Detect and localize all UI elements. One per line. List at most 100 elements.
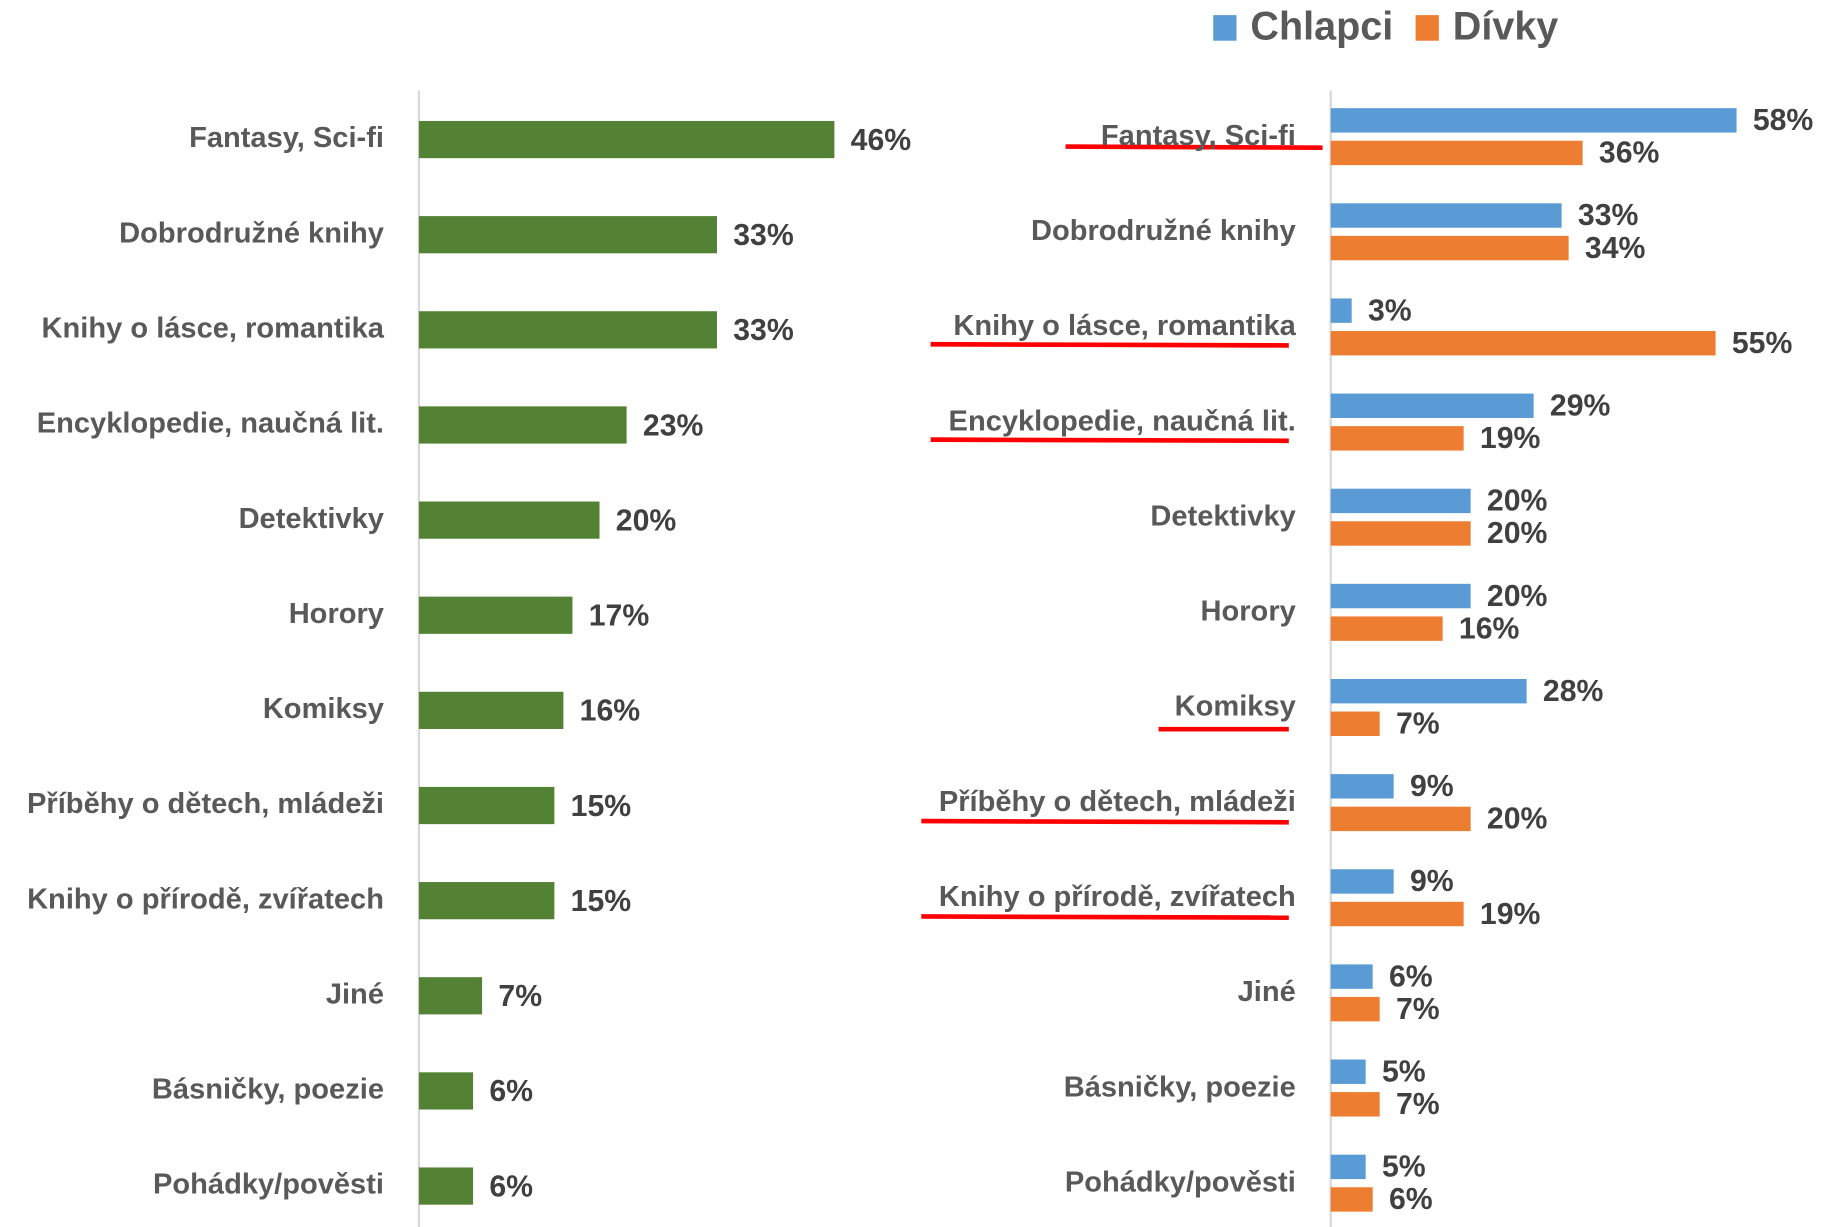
category-label: Horory	[289, 598, 384, 630]
data-label: 15%	[571, 885, 632, 918]
data-label: 28%	[1543, 675, 1604, 708]
category-label: Encyklopedie, naučná lit.	[949, 405, 1296, 437]
data-label: 46%	[851, 124, 912, 157]
bar	[1330, 869, 1394, 894]
data-label: 6%	[489, 1170, 533, 1203]
data-label: 36%	[1599, 137, 1660, 170]
bar	[418, 406, 627, 444]
bar	[418, 786, 555, 825]
data-label: 7%	[1396, 707, 1440, 740]
bar	[418, 882, 555, 920]
data-label: 7%	[1396, 1088, 1440, 1121]
category-label: Jiné	[326, 978, 384, 1010]
category-label: Příběhy o dětech, mládeži	[27, 788, 384, 820]
legend-label: Dívky	[1453, 5, 1559, 49]
data-label: 19%	[1480, 898, 1541, 931]
category-label: Básničky, poezie	[1064, 1071, 1296, 1103]
bar	[418, 1167, 474, 1205]
data-label: 33%	[1578, 199, 1639, 232]
data-label: 17%	[589, 600, 650, 633]
data-label: 9%	[1410, 770, 1454, 803]
bar	[418, 1072, 474, 1110]
data-label: 29%	[1550, 390, 1611, 423]
data-label: 34%	[1585, 232, 1646, 265]
category-label: Pohádky/pověsti	[1065, 1166, 1296, 1198]
category-label: Pohádky/pověsti	[153, 1169, 384, 1201]
bar	[1330, 996, 1380, 1022]
bar	[418, 311, 717, 349]
data-label: 20%	[1487, 485, 1548, 518]
data-label: 15%	[571, 790, 632, 823]
underline	[930, 437, 1289, 444]
bar	[418, 977, 483, 1015]
category-label: Detektivky	[1150, 500, 1295, 532]
bar	[1330, 140, 1583, 166]
bar	[1330, 901, 1464, 927]
bar	[418, 596, 573, 634]
bar	[1330, 678, 1527, 704]
data-label: 33%	[733, 314, 794, 347]
underline	[921, 818, 1289, 825]
bar	[1330, 393, 1534, 418]
data-label: 7%	[1396, 993, 1440, 1026]
category-label: Knihy o lásce, romantika	[42, 313, 385, 345]
bar	[1330, 488, 1471, 514]
bar	[418, 216, 717, 254]
data-label: 20%	[1487, 517, 1548, 550]
category-label: Dobrodružné knihy	[1031, 215, 1296, 247]
data-label: 23%	[643, 409, 704, 442]
bar	[1330, 235, 1569, 261]
bar	[1330, 426, 1464, 451]
data-label: 20%	[616, 504, 677, 537]
bar	[1330, 711, 1380, 736]
data-label: 19%	[1480, 422, 1541, 455]
legend-label: Chlapci	[1250, 5, 1393, 49]
legend-swatch	[1213, 15, 1237, 41]
category-label: Básničky, poezie	[152, 1074, 384, 1106]
category-label: Knihy o přírodě, zvířatech	[27, 883, 384, 915]
bar	[418, 501, 600, 539]
data-label: 6%	[1389, 1183, 1433, 1216]
category-label: Jiné	[1238, 976, 1296, 1008]
bar	[1330, 1187, 1373, 1212]
data-label: 6%	[489, 1075, 533, 1108]
category-label: Detektivky	[239, 503, 384, 535]
bar	[1330, 583, 1471, 609]
underline	[921, 914, 1289, 920]
bar	[1330, 521, 1471, 546]
category-label: Knihy o lásce, romantika	[953, 310, 1296, 342]
category-label: Dobrodružné knihy	[119, 217, 384, 249]
bar	[1330, 1092, 1380, 1117]
bar	[1330, 806, 1471, 832]
category-label: Encyklopedie, naučná lit.	[37, 408, 384, 440]
category-label: Knihy o přírodě, zvířatech	[939, 881, 1296, 913]
data-label: 3%	[1368, 294, 1412, 327]
bar	[1330, 964, 1373, 989]
data-label: 55%	[1732, 327, 1793, 360]
data-label: 5%	[1382, 1055, 1426, 1088]
data-label: 16%	[1459, 612, 1520, 645]
underline	[930, 341, 1289, 348]
data-label: 6%	[1389, 960, 1433, 993]
legend-swatch	[1415, 15, 1439, 41]
category-label: Fantasy, Sci-fi	[189, 122, 384, 154]
category-label: Horory	[1201, 596, 1296, 628]
bar	[1330, 298, 1352, 323]
bar	[418, 120, 835, 159]
bar	[1330, 108, 1737, 133]
data-label: 20%	[1487, 580, 1548, 613]
data-label: 9%	[1410, 865, 1454, 898]
bar	[1330, 1154, 1366, 1180]
data-label: 20%	[1487, 803, 1548, 836]
category-label: Komiksy	[1175, 691, 1296, 723]
data-label: 7%	[498, 980, 542, 1013]
bar	[1330, 616, 1443, 641]
bar	[1330, 203, 1562, 228]
highlight-underlines	[921, 144, 1323, 920]
bar	[1330, 774, 1394, 799]
underline	[1065, 144, 1323, 151]
bar	[418, 691, 564, 729]
data-label: 58%	[1753, 104, 1814, 137]
bar	[1330, 1059, 1366, 1084]
